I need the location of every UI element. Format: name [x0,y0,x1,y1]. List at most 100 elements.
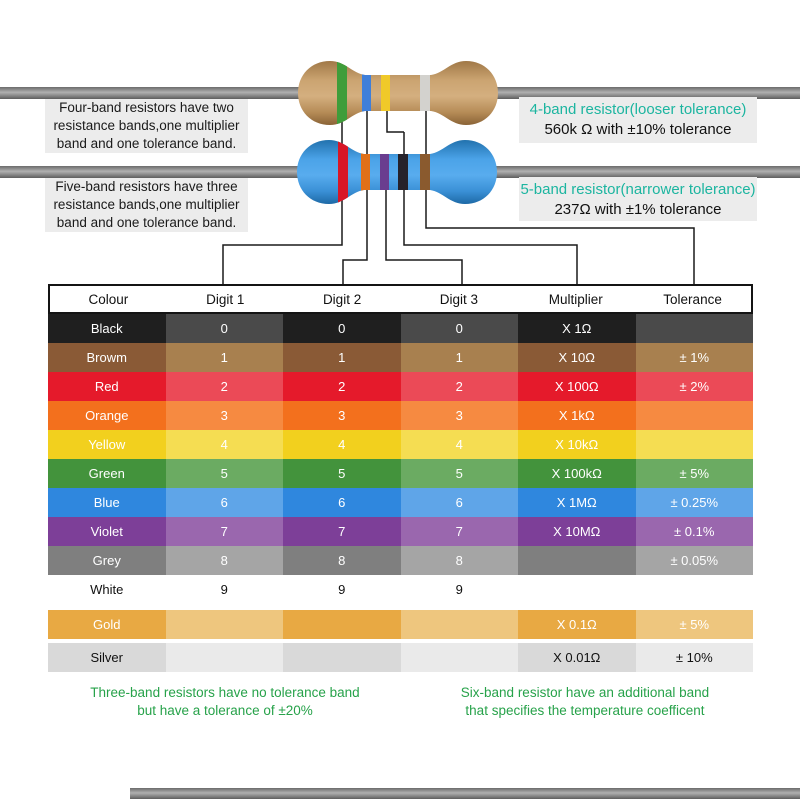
colour-cell: Browm [48,343,166,372]
three-band-footnote: Three-band resistors have no tolerance b… [60,684,390,720]
wire-fragment-bottom [130,788,800,799]
value-cell: X 10kΩ [518,430,636,459]
colour-cell: Red [48,372,166,401]
value-cell [283,610,401,639]
four-band-note: Four-band resistors have two resistance … [45,99,248,153]
value-cell [165,610,283,639]
band-silver [420,61,430,125]
value-cell: 0 [400,314,518,343]
value-cell [165,643,283,672]
table-row: Silver X 0.01Ω ± 10% [48,643,753,672]
table-header: Colour Digit 1 Digit 2 Digit 3 Multiplie… [48,284,753,314]
colour-cell: Green [48,459,166,488]
value-cell: ± 0.25% [635,488,753,517]
five-band-callout: 5-band resistor(narrower tolerance) 237Ω… [519,177,757,221]
value-cell: 8 [400,546,518,575]
resistor-5band [297,140,497,204]
value-cell: X 10Ω [518,343,636,372]
color-table-body: Black 0 0 0 X 1Ω Browm 1 1 1 X 10Ω ± 1% Red 2 2 2 X 100… [48,314,753,672]
value-cell: 3 [165,401,283,430]
footnote-line: that specifies the temperature coefficen… [465,703,705,718]
note-line: band and one tolerance band. [56,136,237,151]
value-cell: 4 [400,430,518,459]
value-cell: ± 2% [635,372,753,401]
resistor-diagram [0,61,800,285]
value-cell: ± 10% [635,643,753,672]
resistor4-body [298,61,498,125]
value-cell: 7 [165,517,283,546]
value-cell: 6 [400,488,518,517]
resistor5-body [297,140,497,204]
value-cell [518,546,636,575]
value-cell: 7 [283,517,401,546]
colour-cell: White [48,575,166,604]
value-cell: 1 [283,343,401,372]
value-cell [635,575,753,604]
note-line: Four-band resistors have two [59,100,234,115]
header-multiplier: Multiplier [548,291,603,307]
value-cell: ± 5% [635,459,753,488]
band-green [337,61,347,125]
colour-cell: Orange [48,401,166,430]
table-row: Yellow 4 4 4 X 10kΩ [48,430,753,459]
footnote-line: Three-band resistors have no tolerance b… [90,685,360,700]
four-band-callout: 4-band resistor(looser tolerance) 560k Ω… [519,97,757,143]
table-row: Browm 1 1 1 X 10Ω ± 1% [48,343,753,372]
value-cell: X 100kΩ [518,459,636,488]
value-cell: X 0.1Ω [518,610,636,639]
value-cell: X 10MΩ [518,517,636,546]
value-cell: 9 [165,575,283,604]
colour-cell: Black [48,314,166,343]
band-blue [362,61,371,125]
colour-cell: Yellow [48,430,166,459]
value-cell: X 0.01Ω [518,643,636,672]
value-cell: 3 [400,401,518,430]
value-cell: X 1kΩ [518,401,636,430]
band-orange [361,140,370,204]
value-cell: 9 [400,575,518,604]
resistor-4band [298,61,498,125]
connector-line-digit3 [385,172,463,285]
band-brown [420,140,430,204]
five-band-note: Five-band resistors have three resistanc… [45,178,248,232]
table-row: Orange 3 3 3 X 1kΩ [48,401,753,430]
value-cell: 1 [400,343,518,372]
value-cell: 6 [283,488,401,517]
table-row: Red 2 2 2 X 100Ω ± 2% [48,372,753,401]
table-row: Gold X 0.1Ω ± 5% [48,610,753,639]
table-row: Grey 8 8 8 ± 0.05% [48,546,753,575]
value-cell [518,575,636,604]
colour-cell: Grey [48,546,166,575]
colour-cell: Gold [48,610,166,639]
colour-cell: Violet [48,517,166,546]
callout-title: 5-band resistor(narrower tolerance) [520,181,756,198]
note-line: band and one tolerance band. [56,215,237,230]
table-row: Violet 7 7 7 X 10MΩ ± 0.1% [48,517,753,546]
note-line: resistance bands,one multiplier [53,118,240,133]
value-cell: ± 0.05% [635,546,753,575]
value-cell: 8 [283,546,401,575]
value-cell: 2 [283,372,401,401]
callout-title: 4-band resistor(looser tolerance) [529,101,747,118]
band-yellow [381,61,390,125]
value-cell: X 1Ω [518,314,636,343]
callout-value: 237Ω with ±1% tolerance [554,201,722,218]
value-cell: 4 [165,430,283,459]
band-violet [380,140,389,204]
value-cell: X 1MΩ [518,488,636,517]
value-cell [400,643,518,672]
value-cell: 4 [283,430,401,459]
colour-cell: Blue [48,488,166,517]
value-cell [635,401,753,430]
value-cell: ± 0.1% [635,517,753,546]
callout-value: 560k Ω with ±10% tolerance [544,121,732,138]
value-cell: 5 [165,459,283,488]
note-line: Five-band resistors have three [55,179,238,194]
value-cell: 2 [165,372,283,401]
value-cell: 6 [165,488,283,517]
footnote-line: Six-band resistor have an additional ban… [460,685,710,700]
header-colour: Colour [88,291,129,307]
table-row: Black 0 0 0 X 1Ω [48,314,753,343]
header-digit1: Digit 1 [206,291,245,307]
